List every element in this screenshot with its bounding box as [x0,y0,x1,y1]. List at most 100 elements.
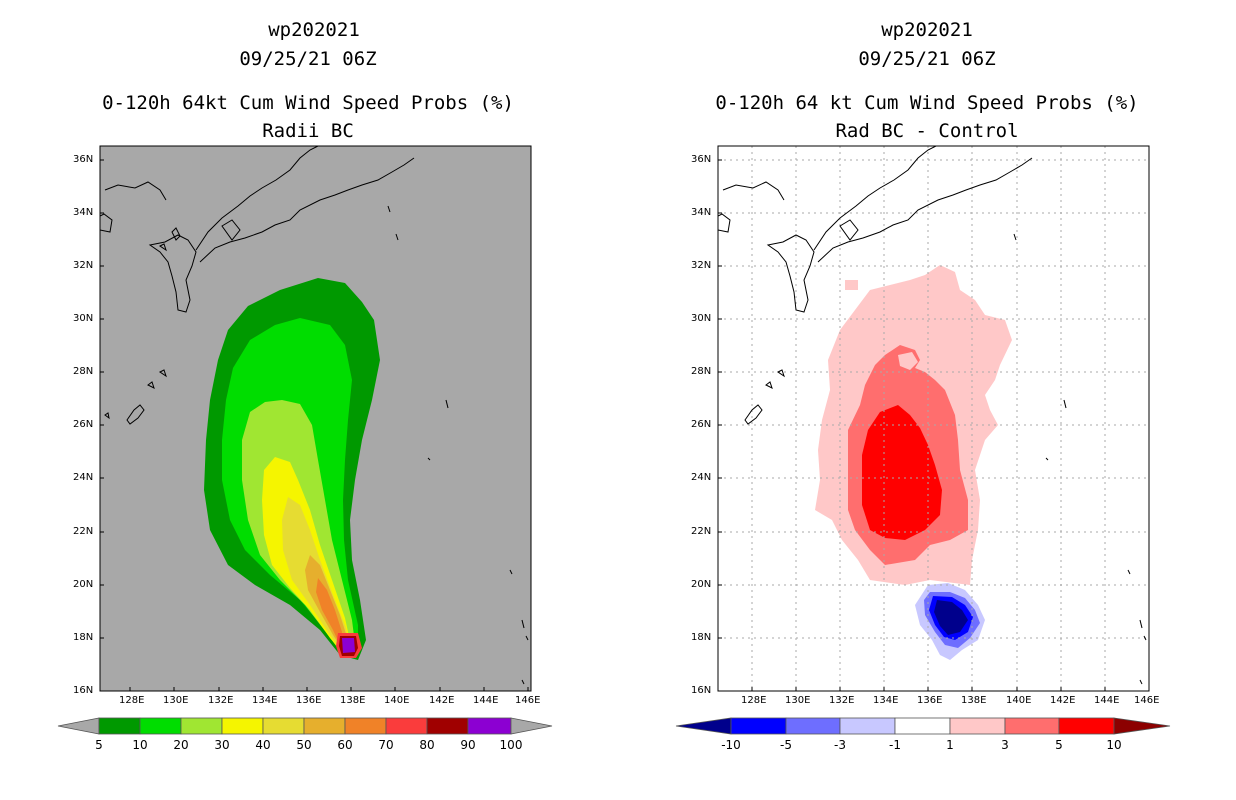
left-colorbar-swatch-6 [344,717,387,735]
left-lon-label: 140E [384,695,410,706]
left-colorbar-under-arrow [57,717,100,735]
right-lat-label: 26N [691,419,712,430]
right-colorbar-label: -10 [721,738,741,752]
left-lat-label: 16N [73,685,94,696]
left-lat-label: 36N [73,154,94,165]
left-lat-label: 24N [73,472,94,483]
right-colorbar-label: 1 [946,738,954,752]
right-colorbar-swatch-5 [949,717,1006,735]
right-lat-label: 32N [691,260,712,271]
left-title-subtitle: Radii BC [262,120,354,142]
left-colorbar-label: 10 [132,738,148,752]
left-colorbar-swatch-5 [303,717,346,735]
right-colorbar-label: 5 [1055,738,1063,752]
left-colorbar-label: 30 [214,738,230,752]
left-colorbar-swatch-1 [139,717,182,735]
right-gridlines [718,146,1149,691]
left-lon-label: 142E [429,695,455,706]
right-lon-label: 130E [785,695,811,706]
diff-plus5 [862,405,942,540]
left-lat-label: 32N [73,260,94,271]
right-lon-label: 138E [961,695,987,706]
left-colorbar-label: 90 [460,738,476,752]
left-lat-label: 22N [73,526,94,537]
diff-plus1-dot [845,280,858,290]
right-colorbar-label: 10 [1106,738,1122,752]
right-colorbar-swatch-1 [730,717,787,735]
right-lat-label: 18N [691,632,712,643]
contour-20pct [242,400,356,658]
left-colorbar-label: 70 [378,738,394,752]
diff-minus3 [924,592,980,648]
left-colorbar-label: 40 [255,738,271,752]
left-colorbar-over-arrow [510,717,553,735]
right-lat-label: 36N [691,154,712,165]
left-lat-label: 20N [73,579,94,590]
left-colorbar-label: 20 [173,738,189,752]
left-lat-label: 28N [73,366,94,377]
right-difference-contours [815,265,1012,660]
left-lat-label: 30N [73,313,94,324]
right-lon-label: 146E [1134,695,1160,706]
right-lon-label: 132E [829,695,855,706]
right-colorbar-swatch-3 [839,717,896,735]
left-lon-label: 128E [119,695,145,706]
contour-10pct [222,318,358,655]
right-colorbar-label: -1 [889,738,901,752]
right-lon-label: 142E [1050,695,1076,706]
right-coastlines [718,146,1147,685]
contour-5pct [204,278,380,660]
left-coastlines [100,146,529,685]
right-map-background [718,146,1149,691]
left-lon-label: 136E [296,695,322,706]
right-lon-label: 144E [1094,695,1120,706]
right-title-subtitle: Rad BC - Control [835,120,1019,142]
contour-40pct [282,497,350,652]
contour-70pct [336,633,362,658]
left-map-background [100,146,531,691]
right-colorbar [675,717,1171,735]
diff-minus10 [934,600,968,635]
right-lon-label: 128E [741,695,767,706]
left-colorbar-swatch-2 [180,717,223,735]
left-colorbar-swatch-0 [98,717,141,735]
right-lon-label: 136E [917,695,943,706]
contour-30pct [262,457,352,656]
left-lat-label: 34N [73,207,94,218]
left-probability-contours [204,278,380,660]
left-colorbar-swatch-4 [262,717,305,735]
diff-minus5 [929,596,973,640]
right-title-storm-id: wp202021 [881,19,973,41]
right-lat-label: 30N [691,313,712,324]
right-lon-label: 134E [873,695,899,706]
left-axis-ticks [100,159,529,691]
right-lat-label: 28N [691,366,712,377]
left-colorbar-label: 60 [337,738,353,752]
right-title-product: 0-120h 64 kt Cum Wind Speed Probs (%) [715,92,1139,114]
left-title-date: 09/25/21 06Z [239,48,377,70]
right-lon-label: 140E [1006,695,1032,706]
right-colorbar-swatch-6 [1004,717,1060,735]
right-colorbar-swatch-4 [894,717,951,735]
left-lon-label: 144E [473,695,499,706]
left-colorbar-label: 80 [419,738,435,752]
left-colorbar-swatch-9 [467,717,512,735]
diff-plus3 [848,345,968,565]
diff-minus1 [915,583,985,660]
right-axis-ticks [718,159,1150,691]
left-lat-label: 18N [73,632,94,643]
right-lat-label: 20N [691,579,712,590]
diff-hole [898,352,918,370]
right-colorbar-over-arrow [1113,717,1171,735]
left-lat-label: 26N [73,419,94,430]
right-colorbar-label: -3 [834,738,846,752]
left-colorbar-swatch-7 [385,717,428,735]
left-map-frame [99,145,532,692]
left-title-product: 0-120h 64kt Cum Wind Speed Probs (%) [102,92,514,114]
left-title-storm-id: wp202021 [268,19,360,41]
left-colorbar-label: 50 [296,738,312,752]
left-colorbar-label: 100 [499,738,523,752]
right-lat-label: 16N [691,685,712,696]
diff-plus1 [815,265,1012,585]
